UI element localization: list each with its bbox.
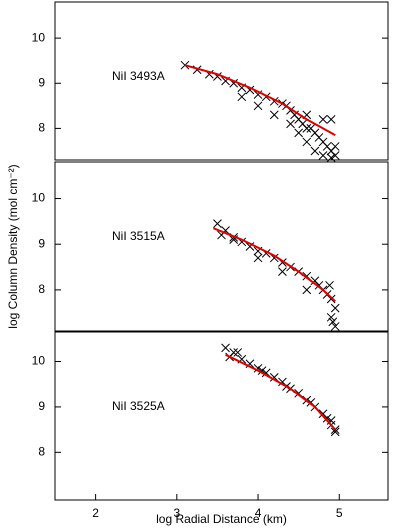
data-point: [229, 348, 239, 357]
x-tick-label: 2: [92, 506, 99, 520]
data-point: [325, 280, 334, 290]
data-point: [330, 142, 340, 151]
plot-frame: [54, 1, 389, 161]
data-point: [326, 312, 336, 322]
data-point: [330, 303, 340, 313]
y-tick-label: 10: [32, 30, 46, 44]
data-point: [221, 343, 230, 353]
annotation: NiI 3525A: [112, 399, 165, 413]
fit-line: [184, 64, 336, 137]
data-point: [318, 151, 328, 160]
data-point: [213, 219, 222, 229]
data-point: [253, 253, 263, 263]
x-tick-label: 5: [336, 506, 343, 520]
y-tick-label: 8: [38, 282, 45, 296]
y-tick-label: 8: [38, 121, 45, 135]
data-point: [237, 92, 247, 102]
data-point: [302, 124, 312, 133]
data-point: [326, 115, 336, 124]
fit-line: [225, 353, 336, 431]
y-axis-label: log Column Density (mol cm⁻²): [6, 164, 20, 328]
data-point: [322, 413, 332, 423]
panel: 8 9 10 2 3 4 5 NiI 3525A log Radial Distance (km…: [32, 331, 389, 526]
fit-line: [213, 227, 336, 303]
annotation: NiI 3493A: [112, 69, 165, 83]
y-tick-label: 9: [38, 399, 45, 413]
data-point: [253, 90, 263, 99]
data-point: [286, 119, 295, 129]
data-point: [245, 359, 255, 369]
data-point: [269, 110, 279, 120]
y-tick-label: 10: [32, 354, 46, 368]
data-point: [294, 128, 304, 138]
panel: 8 9 10 NiI 3515A log Column Density (mol cm⁻…: [6, 161, 389, 332]
x-tick-label: 4: [255, 506, 262, 520]
data-point: [245, 242, 255, 251]
x-axis-label: log Radial Distance (km): [156, 512, 287, 526]
y-tick-label: 9: [38, 75, 45, 89]
data-point: [233, 348, 243, 357]
y-tick-label: 8: [38, 444, 45, 458]
y-tick-label: 9: [38, 236, 45, 250]
data-point: [330, 151, 340, 160]
plot-frame: [54, 331, 389, 501]
data-point: [180, 60, 190, 70]
data-point: [302, 137, 312, 147]
data-point: [330, 322, 340, 331]
panel: 8 9 10 NiI 3493A: [32, 1, 389, 163]
data-point: [328, 317, 338, 327]
data-point: [302, 285, 312, 295]
y-tick-label: 10: [32, 191, 46, 205]
data-point: [318, 115, 328, 124]
data-point: [278, 267, 287, 276]
x-tick-label: 3: [173, 506, 180, 520]
data-point: [326, 153, 336, 163]
data-point: [253, 101, 263, 111]
plot-frame: [54, 161, 389, 332]
data-point: [310, 146, 320, 156]
annotation: NiI 3515A: [112, 229, 165, 243]
data-point: [330, 427, 340, 437]
